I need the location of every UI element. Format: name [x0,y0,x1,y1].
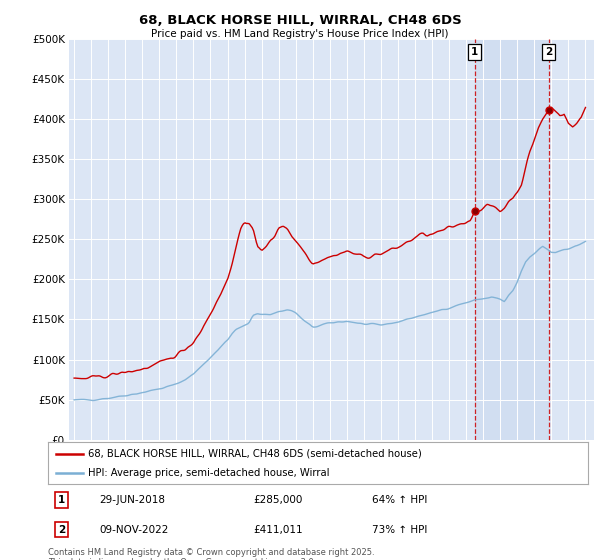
Text: HPI: Average price, semi-detached house, Wirral: HPI: Average price, semi-detached house,… [89,468,330,478]
Text: 1: 1 [471,47,478,57]
Bar [475,39,548,440]
Text: 64% ↑ HPI: 64% ↑ HPI [372,495,427,505]
Text: 2: 2 [58,525,65,535]
Text: 2: 2 [545,47,552,57]
Text: 29-JUN-2018: 29-JUN-2018 [100,495,166,505]
Text: 09-NOV-2022: 09-NOV-2022 [100,525,169,535]
Text: 1: 1 [58,495,65,505]
Text: £285,000: £285,000 [253,495,302,505]
Text: 68, BLACK HORSE HILL, WIRRAL, CH48 6DS (semi-detached house): 68, BLACK HORSE HILL, WIRRAL, CH48 6DS (… [89,449,422,459]
Text: Price paid vs. HM Land Registry's House Price Index (HPI): Price paid vs. HM Land Registry's House … [151,29,449,39]
Text: £411,011: £411,011 [253,525,303,535]
Text: 73% ↑ HPI: 73% ↑ HPI [372,525,427,535]
Text: 68, BLACK HORSE HILL, WIRRAL, CH48 6DS: 68, BLACK HORSE HILL, WIRRAL, CH48 6DS [139,14,461,27]
Text: Contains HM Land Registry data © Crown copyright and database right 2025.
This d: Contains HM Land Registry data © Crown c… [48,548,374,560]
